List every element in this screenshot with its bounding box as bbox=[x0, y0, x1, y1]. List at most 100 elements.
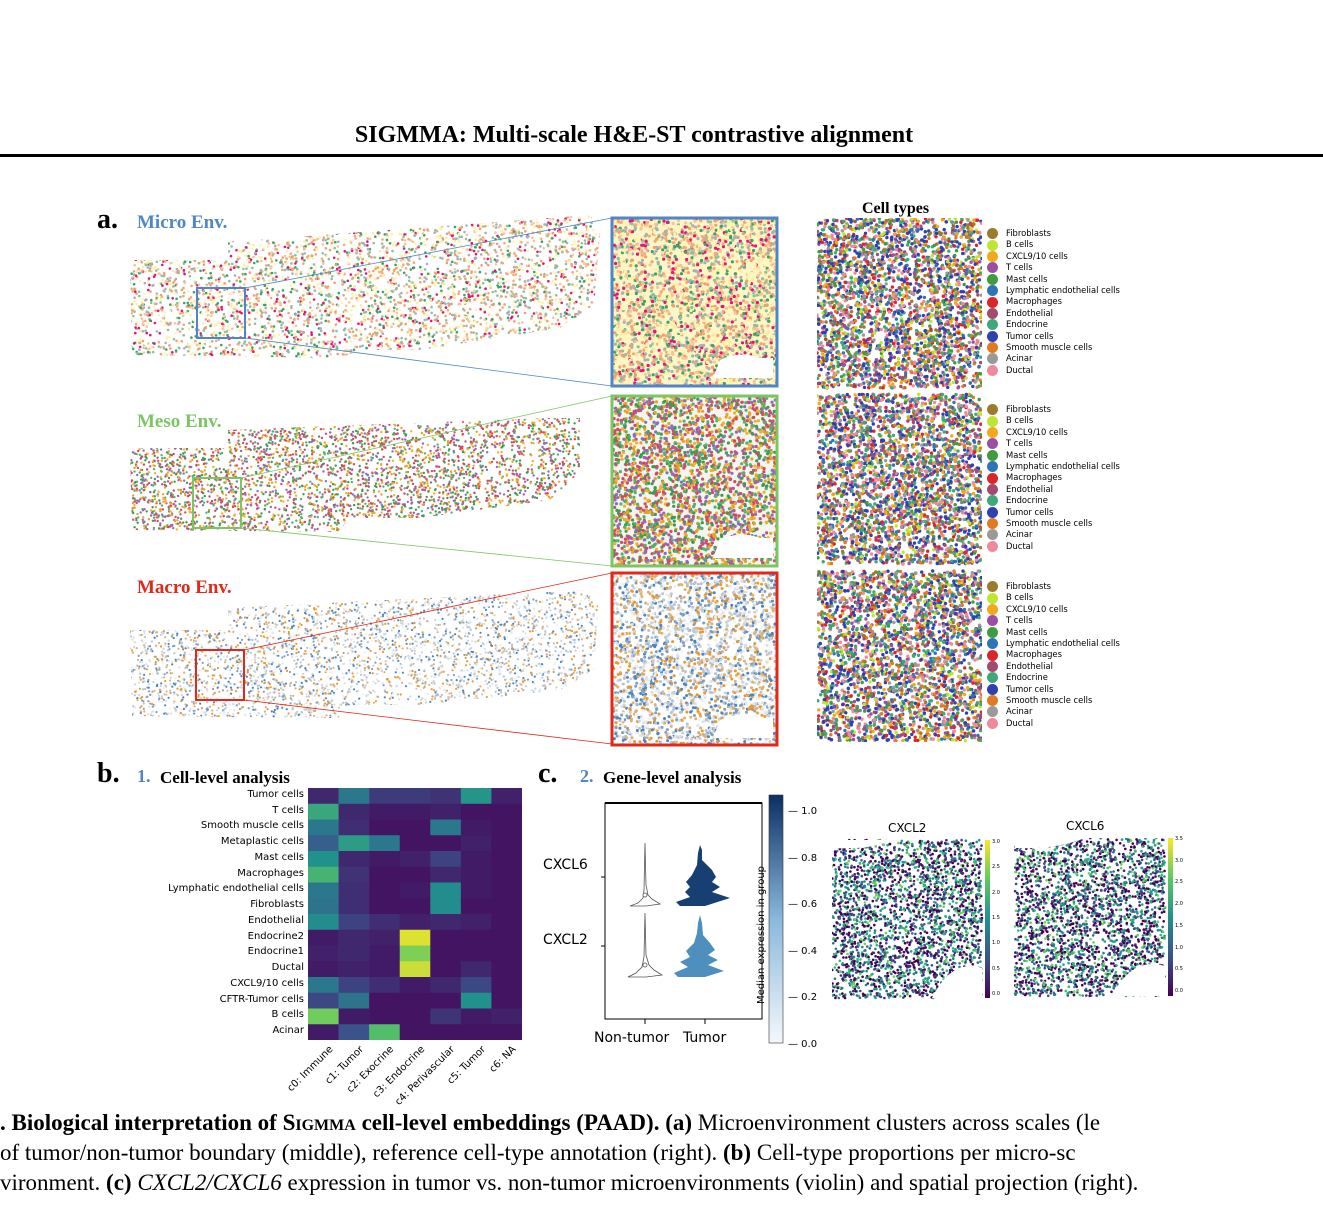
heatmap-cell bbox=[338, 788, 370, 805]
heatmap-cell bbox=[308, 851, 339, 868]
heatmap-row-label: Lymphatic endothelial cells bbox=[104, 883, 304, 894]
legend-swatch bbox=[987, 672, 998, 684]
legend-item: T cells bbox=[987, 438, 1120, 450]
heatmap-cell bbox=[399, 1024, 431, 1040]
gene-label-cxcl2: CXCL2 bbox=[543, 932, 588, 948]
heatmap-cell bbox=[399, 835, 431, 852]
heatmap-cell bbox=[491, 851, 522, 868]
heatmap-cell bbox=[369, 882, 401, 899]
heatmap-row-label: Macrophages bbox=[104, 868, 304, 879]
legend-swatch bbox=[987, 695, 998, 707]
legend-item: Endocrine bbox=[987, 672, 1120, 684]
legend-item: Ductal bbox=[987, 541, 1120, 552]
legend-item: B cells bbox=[987, 415, 1120, 427]
legend-swatch bbox=[987, 461, 998, 473]
legend-item: Ductal bbox=[987, 718, 1120, 729]
spatial-colorbar-tick: 3.0 bbox=[992, 839, 1000, 845]
legend-item: Lymphatic endothelial cells bbox=[987, 638, 1120, 650]
legend-label: Mast cells bbox=[1006, 627, 1047, 638]
legend-swatch bbox=[987, 649, 998, 661]
heatmap-cell bbox=[308, 929, 339, 946]
heatmap-cell bbox=[308, 945, 339, 962]
legend-swatch bbox=[987, 449, 998, 461]
legend-swatch bbox=[987, 581, 998, 593]
legend-label: Macrophages bbox=[1006, 472, 1062, 483]
legend-swatch bbox=[987, 518, 998, 530]
heatmap-cell bbox=[491, 929, 522, 946]
heatmap-cell bbox=[491, 992, 522, 1009]
legend-label: Tumor cells bbox=[1006, 507, 1053, 518]
legend-label: Endocrine bbox=[1006, 495, 1048, 506]
legend-label: Fibroblasts bbox=[1006, 404, 1051, 415]
legend-swatch bbox=[987, 426, 998, 438]
legend-swatch bbox=[987, 415, 998, 427]
spatial-colorbar-tick: 0.0 bbox=[1175, 988, 1183, 994]
heatmap-cell bbox=[399, 945, 431, 962]
macro-env-label: Macro Env. bbox=[137, 577, 232, 599]
heatmap-cell bbox=[399, 914, 431, 931]
heatmap-cell bbox=[308, 819, 339, 836]
colorbar-tick: — 1.0 bbox=[788, 806, 817, 817]
heatmap-cell bbox=[430, 1008, 462, 1025]
legend-item: Lymphatic endothelial cells bbox=[987, 285, 1120, 297]
panel-c-number: 2. bbox=[580, 766, 594, 787]
legend-label: B cells bbox=[1006, 239, 1033, 250]
heatmap-cell bbox=[399, 929, 431, 946]
heatmap-row-label: CXCL9/10 cells bbox=[104, 978, 304, 989]
heatmap-cell bbox=[369, 866, 401, 883]
heatmap-cell bbox=[308, 898, 339, 915]
macro-tissue-overview bbox=[130, 590, 598, 718]
heatmap-cell bbox=[399, 961, 431, 978]
legend-label: CXCL9/10 cells bbox=[1006, 604, 1068, 615]
page-header-title: SIGMMA: Multi-scale H&E-ST contrastive a… bbox=[0, 122, 1268, 149]
legend-item: Mast cells bbox=[987, 627, 1120, 638]
heatmap-cell bbox=[338, 914, 370, 931]
legend-item: Lymphatic endothelial cells bbox=[987, 461, 1120, 473]
heatmap-cell bbox=[460, 914, 492, 931]
legend-label: Endothelial bbox=[1006, 308, 1053, 319]
legend-label: T cells bbox=[1006, 615, 1033, 626]
heatmap-cell bbox=[460, 1008, 492, 1025]
heatmap-cell bbox=[369, 788, 401, 805]
spatial-colorbar-tick: 1.0 bbox=[992, 940, 1000, 946]
legend-swatch bbox=[987, 638, 998, 650]
heatmap-row-label: T cells bbox=[104, 805, 304, 816]
heatmap-row-label: Acinar bbox=[104, 1025, 304, 1036]
heatmap-row-label: Metaplastic cells bbox=[104, 836, 304, 847]
legend-item: Endothelial bbox=[987, 308, 1120, 319]
legend-item: Acinar bbox=[987, 529, 1120, 541]
legend-label: Lymphatic endothelial cells bbox=[1006, 638, 1120, 649]
legend-item: Smooth muscle cells bbox=[987, 342, 1120, 354]
group-label-tumor: Tumor bbox=[683, 1030, 726, 1046]
legend-label: Acinar bbox=[1006, 529, 1032, 540]
legend-swatch bbox=[987, 495, 998, 507]
heatmap-cell bbox=[308, 866, 339, 883]
heatmap-cell bbox=[369, 929, 401, 946]
meso-zoom-tile bbox=[610, 394, 779, 568]
heatmap-cell bbox=[491, 788, 522, 805]
legend-label: Tumor cells bbox=[1006, 684, 1053, 695]
heatmap-row-label: Mast cells bbox=[104, 852, 304, 863]
legend-swatch bbox=[987, 364, 998, 376]
heatmap-cell bbox=[491, 1024, 522, 1040]
legend-label: Macrophages bbox=[1006, 649, 1062, 660]
heatmap-cell bbox=[369, 977, 401, 994]
heatmap-cell bbox=[338, 819, 370, 836]
meso-env-label: Meso Env. bbox=[137, 411, 221, 433]
legend-swatch bbox=[987, 342, 998, 354]
legend-item: Fibroblasts bbox=[987, 404, 1120, 416]
legend-swatch bbox=[987, 603, 998, 615]
legend-swatch bbox=[987, 404, 998, 416]
heatmap-cell bbox=[430, 819, 462, 836]
legend-item: Macrophages bbox=[987, 649, 1120, 661]
legend-item: CXCL9/10 cells bbox=[987, 251, 1120, 262]
spatial-colorbar-tick: 1.0 bbox=[1175, 945, 1183, 951]
heatmap-cell bbox=[308, 1024, 339, 1040]
heatmap-cell bbox=[430, 803, 462, 820]
macro-roi-box bbox=[195, 649, 245, 701]
heatmap-cell bbox=[399, 898, 431, 915]
median-colorbar bbox=[768, 794, 784, 1044]
legend-item: Tumor cells bbox=[987, 507, 1120, 518]
heatmap-cell bbox=[460, 945, 492, 962]
cell-type-legend-1: Fibroblasts B cells CXCL9/10 cells T cells M… bbox=[987, 228, 1120, 376]
